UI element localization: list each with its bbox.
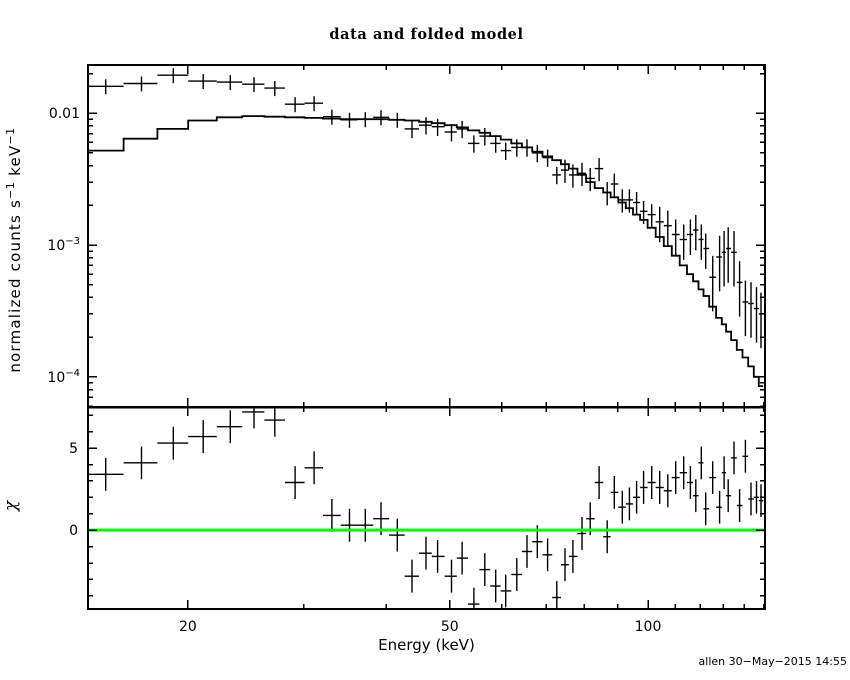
timestamp-label: allen 30−May−2015 14:55 — [698, 655, 847, 668]
plot-title: data and folded model — [329, 26, 524, 43]
x-tick-label: 100 — [635, 619, 662, 635]
y-axis-label-top: normalized counts s−1 keV−1 — [4, 127, 24, 373]
y-tick-label: 10−4 — [47, 368, 80, 386]
folded-model-line — [88, 115, 764, 387]
ticks — [88, 65, 765, 609]
x-tick-label: 20 — [179, 619, 197, 635]
residual-data-layer — [88, 407, 765, 609]
x-tick-label: 50 — [441, 619, 459, 635]
x-axis-label: Energy (keV) — [378, 636, 475, 654]
y-tick-label: 0.01 — [49, 106, 80, 122]
spectrum-data-layer — [88, 68, 764, 387]
y-axis-label-chi: χ — [1, 500, 21, 512]
chi-tick-label: 0 — [69, 523, 78, 539]
chi-tick-label: 5 — [69, 441, 78, 457]
tick-labels: 20 50 100 0.01 10−3 10−4 0 5 — [47, 106, 661, 635]
y-tick-label: 10−3 — [47, 236, 80, 254]
axes-frame — [87, 64, 766, 610]
